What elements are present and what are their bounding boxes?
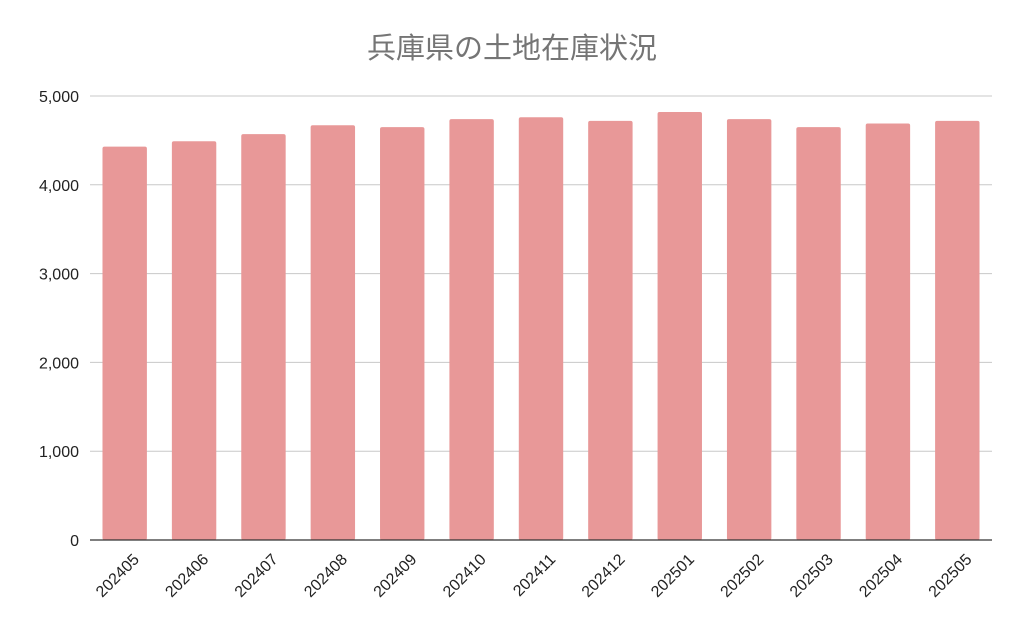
- y-tick-label: 5,000: [39, 89, 79, 106]
- bar-202410: [449, 119, 494, 540]
- bar-202504: [865, 123, 911, 540]
- bar-202406: [171, 141, 217, 540]
- y-tick-label: 3,000: [39, 267, 79, 284]
- x-tick-label: 202504: [856, 551, 906, 601]
- bar-202407: [241, 134, 286, 540]
- chart-title: 兵庫県の土地在庫状況: [367, 31, 657, 65]
- bar-202411: [518, 117, 564, 540]
- bar-layer: [102, 111, 980, 540]
- x-tick-label: 202412: [579, 551, 629, 601]
- x-tick-label: 202503: [787, 551, 837, 601]
- y-tick-label: 0: [70, 533, 79, 550]
- x-tick-label: 202406: [162, 551, 212, 601]
- x-axis: 202405 202406 202407 202408 202409 202410 2024…: [93, 551, 975, 601]
- x-tick-label: 202502: [718, 551, 768, 601]
- x-tick-label: 202411: [510, 551, 559, 600]
- y-tick-label: 1,000: [39, 444, 79, 461]
- y-tick-label: 4,000: [39, 178, 79, 195]
- bar-202412: [588, 120, 633, 540]
- y-tick-label: 2,000: [39, 355, 79, 372]
- bar-202409: [380, 127, 425, 540]
- x-tick-label: 202409: [371, 551, 421, 601]
- bar-202405: [102, 146, 147, 540]
- x-tick-label: 202408: [301, 551, 351, 601]
- y-axis: 0 1,000 2,000 3,000 4,000 5,000: [39, 89, 79, 550]
- bar-202503: [796, 127, 841, 540]
- bar-202501: [657, 111, 702, 540]
- x-tick-label: 202410: [440, 551, 490, 601]
- x-tick-label: 202501: [648, 551, 698, 601]
- x-tick-label: 202407: [232, 551, 282, 601]
- bar-202505: [935, 120, 980, 540]
- x-tick-label: 202405: [93, 551, 143, 601]
- x-tick-label: 202505: [926, 551, 976, 601]
- bar-202408: [310, 125, 356, 540]
- bar-202502: [726, 119, 772, 540]
